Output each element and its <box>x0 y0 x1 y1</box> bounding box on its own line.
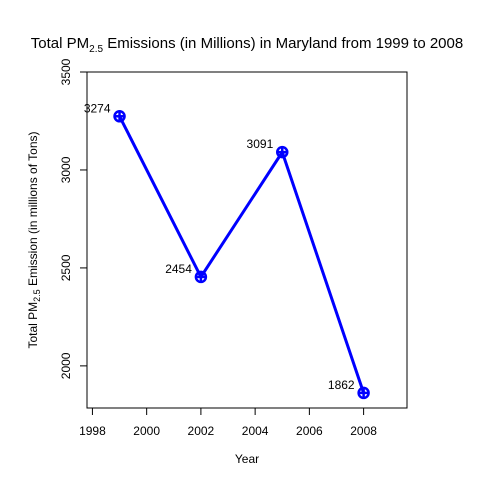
data-point <box>194 270 208 284</box>
y-tick-label: 3000 <box>59 156 73 183</box>
x-tick-label: 2008 <box>350 424 377 438</box>
series-line <box>118 115 366 394</box>
x-tick-label: 2000 <box>133 424 160 438</box>
data-label: 3091 <box>247 137 274 151</box>
data-point <box>276 145 289 159</box>
y-axis: 2000 2500 3000 3500 <box>59 58 88 379</box>
chart-title: Total PM2.5 Emissions (in Millions) in M… <box>31 35 463 55</box>
x-axis-label: Year <box>235 452 259 466</box>
x-tick-label: 2004 <box>242 424 269 438</box>
data-label: 3274 <box>84 101 111 115</box>
x-tick-label: 1998 <box>79 424 106 438</box>
plot-frame <box>86 71 408 409</box>
data-label: 2454 <box>165 262 192 276</box>
data-label: 1862 <box>328 378 355 392</box>
data-point <box>113 110 126 123</box>
series-layer: 3274 2454 3091 1862 <box>84 101 370 400</box>
x-tick-label: 2006 <box>296 424 323 438</box>
y-axis-label: Total PM2.5 Emission (in millions of Ton… <box>26 131 42 348</box>
x-tick-label: 2002 <box>188 424 215 438</box>
data-point <box>357 386 370 400</box>
y-tick-label: 2500 <box>59 254 73 281</box>
x-axis: 1998 2000 2002 2004 2006 2008 <box>79 407 377 438</box>
y-tick-label: 3500 <box>59 58 73 85</box>
y-tick-label: 2000 <box>59 352 73 379</box>
